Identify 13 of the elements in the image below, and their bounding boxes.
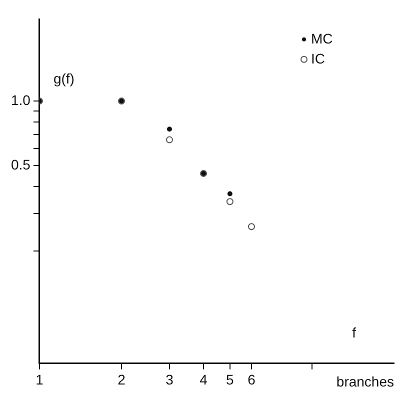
legend-label: MC bbox=[311, 30, 333, 46]
y-tick-label: 0.5 bbox=[10, 156, 31, 173]
x-tick-label: 1 bbox=[36, 372, 44, 388]
y-axis-title: g(f) bbox=[53, 70, 74, 86]
x-tick-label: 5 bbox=[226, 372, 234, 388]
legend-label: IC bbox=[311, 50, 325, 66]
x-tick-label: 2 bbox=[118, 372, 126, 388]
y-tick-label: 1.0 bbox=[10, 92, 31, 108]
x-tick-label: 6 bbox=[248, 372, 256, 388]
x-axis-title: branches bbox=[336, 373, 394, 390]
x-tick-label: 3 bbox=[166, 372, 174, 388]
x-tick-label: 4 bbox=[200, 372, 208, 388]
annotation: f bbox=[352, 324, 356, 340]
